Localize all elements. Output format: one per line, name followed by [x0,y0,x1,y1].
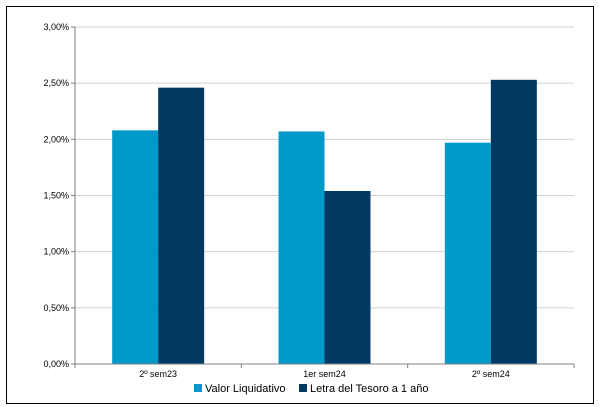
bar-letra-del-tesoro-a-1-a-o-2 [490,79,537,365]
x-tick-label: 2º sem24 [472,369,510,379]
legend-label: Valor Liquidativo [205,383,286,395]
axes [74,27,575,368]
bar-valor-liquidativo-0 [112,130,159,364]
bar-valor-liquidativo-2 [444,142,491,364]
x-axis-tick-labels: 2º sem23 1er sem24 2º sem24 [139,369,509,379]
y-tick-label: 1,50% [43,191,69,201]
legend-swatch [299,384,307,392]
legend-label: Letra del Tesoro a 1 año [310,383,428,395]
y-tick-label: 1,00% [43,247,69,257]
y-tick-label: 3,00% [43,22,69,32]
y-tick-label: 0,00% [43,359,69,369]
y-tick-label: 2,50% [43,78,69,88]
x-tick-label: 1er sem24 [303,369,346,379]
bar-chart: 0,00% 0,50% 1,00% 1,50% 2,00% 2,50% 3,00% 2º s… [43,22,575,395]
y-tick-label: 2,00% [43,134,69,144]
legend-swatch [194,384,202,392]
legend: Valor Liquidativo Letra del Tesoro a 1 añ… [194,383,428,395]
bar-valor-liquidativo-1 [278,131,325,364]
y-tick-label: 0,50% [43,303,69,313]
chart-frame: 0,00% 0,50% 1,00% 1,50% 2,00% 2,50% 3,00% 2º s… [6,6,594,404]
x-tick-label: 2º sem23 [139,369,177,379]
bar-letra-del-tesoro-a-1-a-o-0 [158,87,205,364]
bar-letra-del-tesoro-a-1-a-o-1 [324,191,371,364]
bars [112,79,537,365]
y-axis-tick-labels: 0,00% 0,50% 1,00% 1,50% 2,00% 2,50% 3,00% [43,22,75,369]
